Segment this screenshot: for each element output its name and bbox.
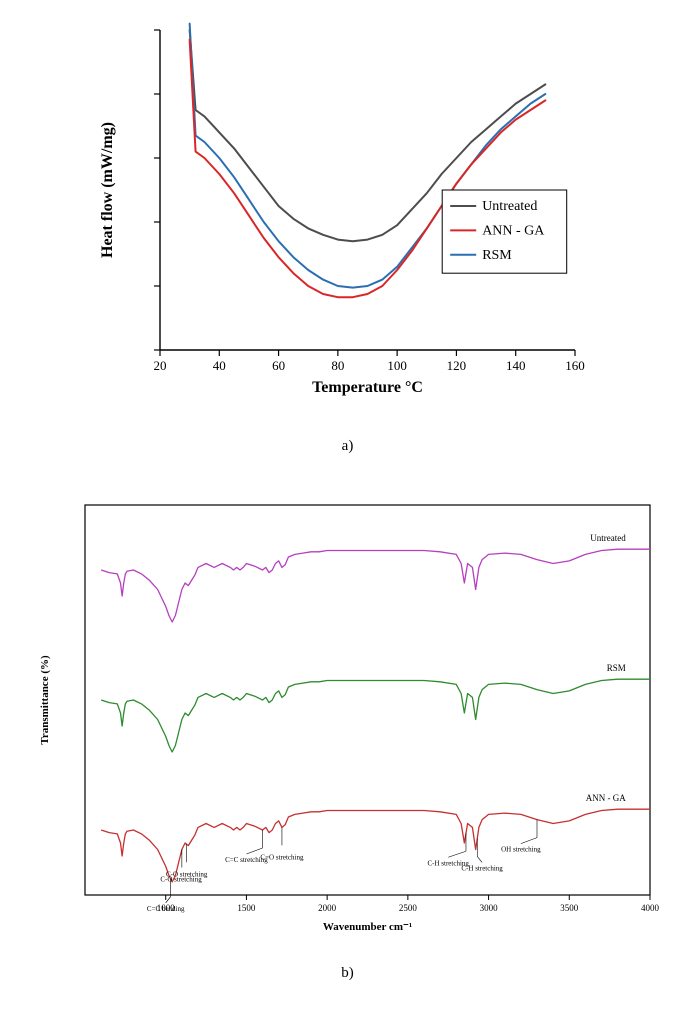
svg-text:4000: 4000 <box>641 903 660 913</box>
figure-b-panel: 1000150020002500300035004000Wavenumber c… <box>30 495 665 940</box>
legend-label: RSM <box>482 248 512 263</box>
svg-text:20: 20 <box>154 358 167 373</box>
svg-text:3000: 3000 <box>480 903 499 913</box>
svg-text:40: 40 <box>213 358 226 373</box>
svg-text:Wavenumber cm⁻¹: Wavenumber cm⁻¹ <box>323 921 412 933</box>
svg-text:60: 60 <box>272 358 285 373</box>
svg-text:2000: 2000 <box>318 903 337 913</box>
svg-text:100: 100 <box>387 358 407 373</box>
figure-a-panel: 20 40 60 80 100 120 140 160 Temperature °C Heat f… <box>90 20 590 410</box>
annotation-label: C-H stretching <box>461 864 503 872</box>
svg-text:Temperature °C: Temperature °C <box>312 379 423 396</box>
figure-b-chart: 1000150020002500300035004000Wavenumber c… <box>30 495 665 940</box>
svg-text:2500: 2500 <box>399 903 418 913</box>
svg-text:Transmittance (%): Transmittance (%) <box>39 655 51 745</box>
svg-text:Heat flow (mW/mg): Heat flow (mW/mg) <box>99 122 116 258</box>
svg-text:160: 160 <box>565 358 585 373</box>
svg-text:140: 140 <box>506 358 526 373</box>
annotation-leader <box>521 838 537 844</box>
spectrum-label: RSM <box>607 663 626 673</box>
annotation-label: C=O stretching <box>260 853 304 861</box>
svg-text:1500: 1500 <box>237 903 256 913</box>
figure-a-caption: a) <box>0 438 695 455</box>
spectrum-Untreated <box>101 549 650 622</box>
spectrum-label: Untreated <box>590 533 626 543</box>
spectrum-RSM <box>101 679 650 752</box>
figure-a-chart: 20 40 60 80 100 120 140 160 Temperature °C Heat f… <box>90 20 590 410</box>
legend-label: ANN - GA <box>482 223 545 238</box>
annotation-leader <box>166 897 171 903</box>
annotation-leader <box>448 851 466 857</box>
svg-text:80: 80 <box>331 358 344 373</box>
spectrum-label: ANN - GA <box>586 793 626 803</box>
annotation-label: OH stretching <box>501 846 541 854</box>
legend-label: Untreated <box>482 199 537 214</box>
svg-text:3500: 3500 <box>560 903 579 913</box>
annotation-leader <box>477 856 482 862</box>
annotation-label: C=C bending <box>147 905 185 913</box>
annotation-label: C-O stretching <box>166 870 208 878</box>
svg-text:120: 120 <box>447 358 467 373</box>
figure-b-caption: b) <box>0 965 695 982</box>
